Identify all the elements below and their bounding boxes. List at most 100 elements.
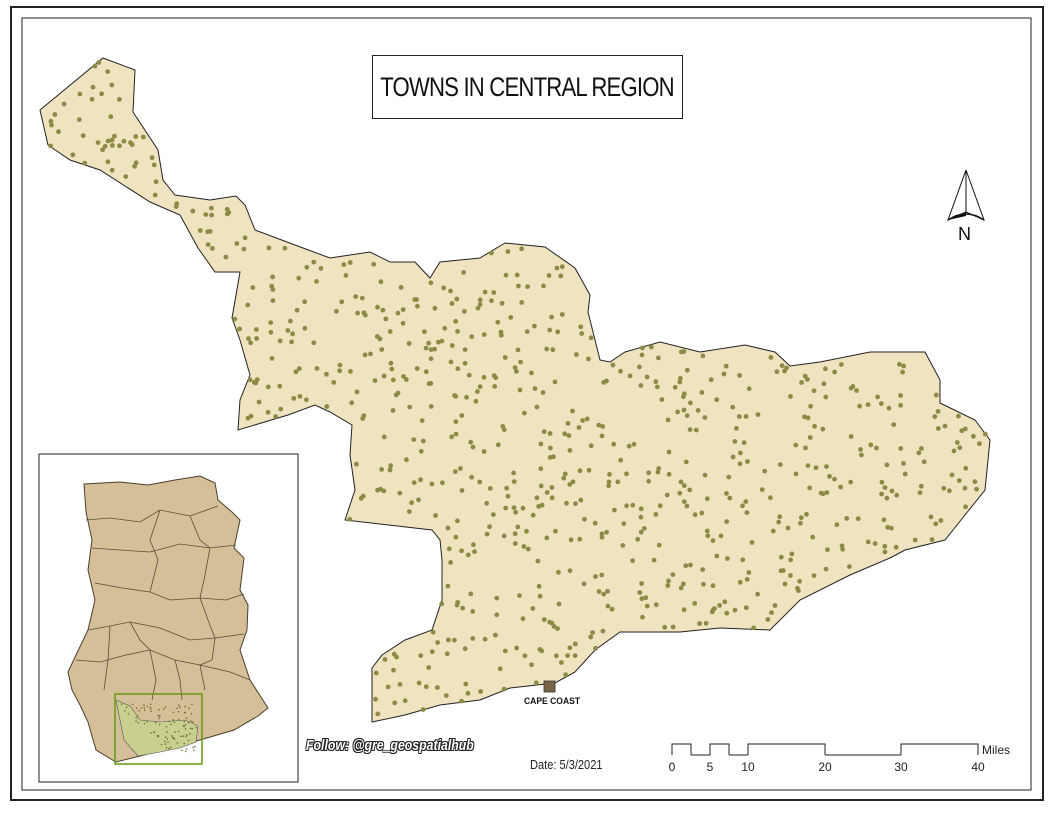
- town-point: [403, 377, 409, 382]
- town-point: [777, 462, 783, 467]
- town-point: [248, 340, 254, 346]
- town-point: [541, 283, 546, 289]
- town-point: [599, 572, 605, 578]
- town-point: [547, 327, 553, 333]
- town-point: [554, 265, 560, 271]
- town-point: [704, 496, 710, 502]
- town-point: [477, 297, 483, 303]
- town-point: [49, 122, 54, 128]
- inset-highlight-box: [114, 693, 203, 765]
- town-point: [311, 340, 317, 346]
- town-point: [580, 418, 585, 423]
- town-point: [901, 461, 906, 466]
- town-point: [224, 206, 230, 212]
- town-point: [590, 630, 595, 635]
- town-point: [268, 320, 274, 325]
- town-point: [933, 392, 939, 398]
- town-point: [448, 288, 453, 294]
- town-point: [477, 479, 483, 485]
- town-point: [765, 617, 771, 622]
- town-point: [392, 700, 398, 706]
- inset-town-point: [135, 717, 138, 719]
- town-point: [982, 431, 988, 437]
- town-point: [865, 402, 871, 407]
- town-point: [879, 491, 884, 497]
- town-point: [314, 366, 320, 371]
- town-point: [688, 400, 693, 406]
- inset-town-point: [127, 713, 130, 715]
- town-point: [268, 329, 274, 335]
- inset-town-point: [177, 730, 180, 733]
- town-point: [108, 114, 114, 120]
- town-point: [511, 505, 517, 511]
- inset-town-point: [120, 703, 123, 705]
- town-point: [428, 404, 434, 409]
- town-point: [687, 487, 693, 493]
- inset-town-point: [154, 721, 157, 724]
- scale-tick-30: 30: [894, 760, 908, 774]
- town-point: [546, 273, 552, 278]
- inset-town-point: [149, 708, 152, 710]
- inset-town-point: [173, 738, 176, 740]
- inset-town-point: [153, 731, 156, 734]
- town-point: [921, 459, 927, 465]
- town-point: [820, 426, 826, 432]
- town-point: [844, 516, 850, 521]
- town-point: [484, 531, 490, 537]
- town-point: [901, 363, 906, 369]
- inset-town-point: [168, 747, 170, 750]
- town-point: [762, 468, 768, 474]
- town-point: [428, 356, 434, 362]
- town-point: [592, 520, 598, 526]
- town-point: [95, 140, 101, 146]
- town-point: [190, 208, 196, 214]
- town-point: [82, 160, 88, 166]
- town-point: [411, 480, 417, 485]
- town-point: [746, 386, 752, 392]
- town-point: [402, 698, 408, 704]
- town-point: [446, 546, 452, 552]
- town-point: [681, 483, 687, 488]
- town-point: [288, 318, 293, 324]
- town-point: [618, 368, 623, 374]
- town-point: [453, 534, 459, 540]
- town-point: [882, 543, 888, 549]
- town-point: [556, 569, 561, 575]
- town-point: [932, 414, 938, 419]
- town-point: [481, 449, 487, 454]
- town-point: [687, 427, 693, 432]
- town-point: [152, 192, 158, 198]
- town-point: [361, 310, 367, 316]
- inset-town-point: [185, 734, 188, 736]
- town-point: [561, 475, 567, 481]
- town-point: [415, 303, 420, 309]
- town-point: [334, 308, 339, 314]
- town-point: [404, 457, 409, 463]
- town-point: [559, 264, 565, 270]
- town-point: [519, 246, 524, 252]
- town-point: [454, 602, 460, 608]
- town-point: [740, 503, 745, 509]
- town-point: [631, 441, 637, 447]
- town-point: [504, 485, 509, 491]
- inset-town-point: [195, 726, 197, 729]
- inset-town-point: [163, 740, 166, 743]
- town-point: [559, 660, 564, 665]
- town-point: [511, 470, 516, 476]
- town-point: [468, 439, 474, 445]
- inset-town-point: [150, 710, 153, 713]
- town-point: [355, 310, 360, 316]
- town-point: [721, 371, 727, 377]
- inset-town-point: [184, 728, 187, 730]
- town-point: [423, 345, 429, 351]
- town-point: [743, 499, 749, 504]
- town-point: [475, 389, 480, 394]
- town-point: [639, 581, 644, 586]
- inset-town-point: [174, 731, 176, 733]
- inner-frame: [21, 17, 1032, 791]
- town-point: [700, 567, 706, 572]
- inset-town-point: [160, 743, 163, 746]
- town-point: [805, 463, 811, 468]
- town-point: [420, 707, 426, 712]
- town-point: [513, 509, 519, 515]
